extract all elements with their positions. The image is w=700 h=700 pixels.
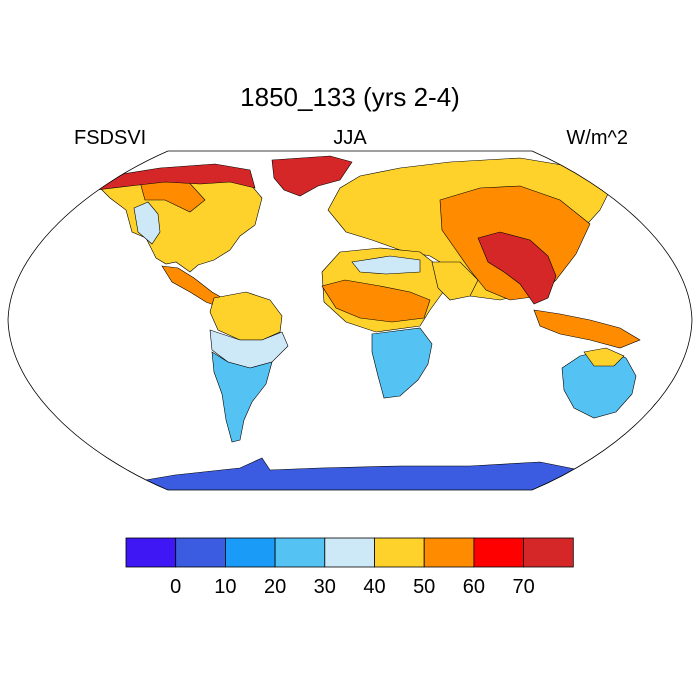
colorbar-swatch [374,537,425,568]
colorbar-tick-label: 70 [512,576,534,598]
australia-north [583,347,625,367]
units-label: W/m^2 [566,127,628,149]
colorbar-labels: 0 10 20 30 40 50 60 70 [170,576,535,598]
colorbar-swatch [274,537,326,568]
colorbar-swatch [324,537,375,568]
colorbar-tick-label: 0 [170,576,181,598]
north-america-lightband [133,201,161,245]
colorbar-swatch [423,537,475,568]
colorbar-tick-label: 10 [214,576,236,598]
colorbar-swatch [523,537,574,568]
globe-outline [7,150,693,491]
colorbar [125,537,574,568]
south-america-south [211,351,273,443]
colorbar-swatch [125,537,177,568]
south-america-north [209,291,283,341]
colorbar-tick-label: 60 [463,576,485,598]
canada-arctic [95,163,256,191]
colorbar-tick-label: 50 [413,576,435,598]
africa-south [371,327,433,399]
map-land [95,155,669,490]
arabia [431,261,479,301]
antarctica [99,457,601,490]
greenland [271,155,353,197]
colorbar-tick-label: 40 [363,576,385,598]
left-string: FSDSVI [74,127,147,149]
indonesia [533,309,641,349]
colorbar-tick-label: 20 [264,576,286,598]
sahara-light [351,255,421,275]
colorbar-swatch [224,537,276,568]
africa-orange [321,279,431,323]
colorbar-swatch [473,537,524,568]
center-string: JJA [333,127,367,149]
colorbar-tick-label: 30 [314,576,336,598]
new-zealand [639,397,669,425]
colorbar-swatch [175,537,226,568]
plot-title: 1850_133 (yrs 2-4) [240,82,460,112]
himalaya-red [477,231,557,305]
south-america-mid [209,329,289,369]
